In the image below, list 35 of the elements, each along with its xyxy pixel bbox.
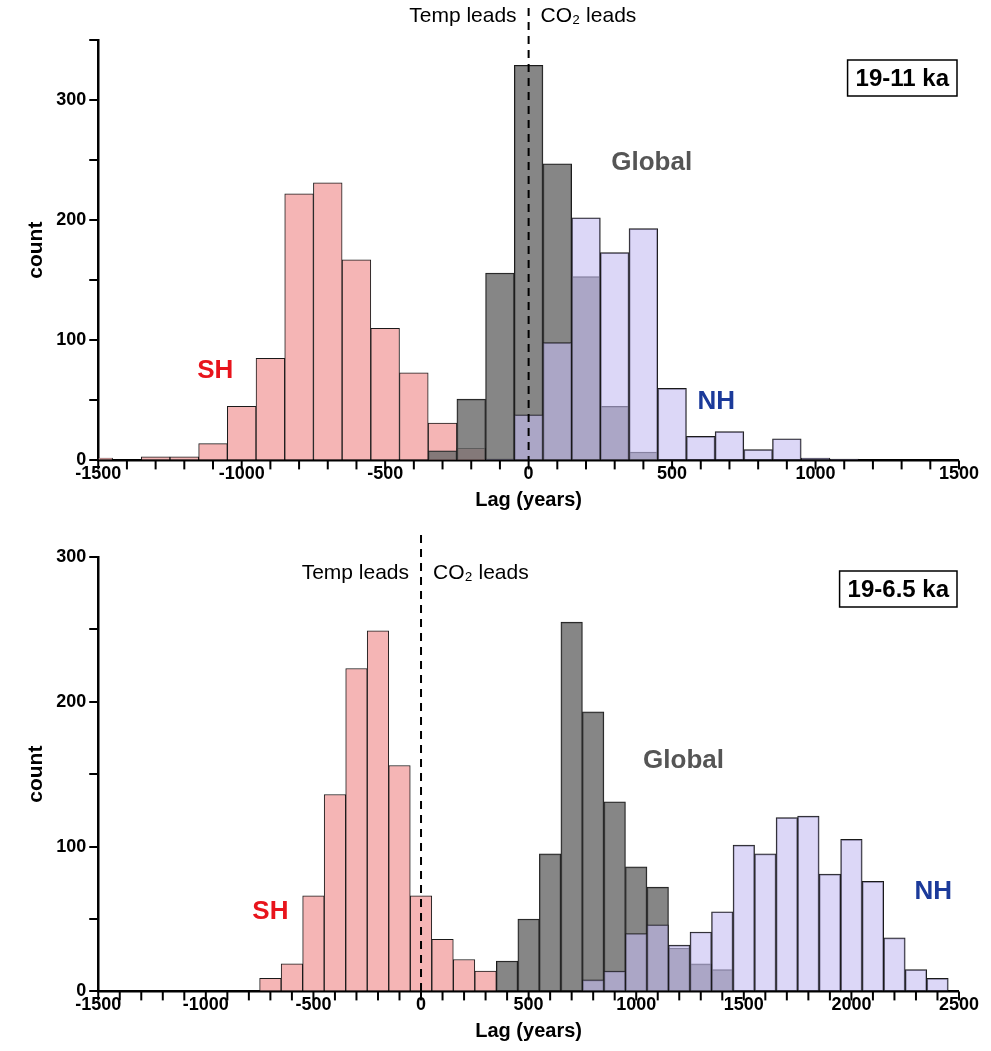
series-label: NH xyxy=(697,384,736,415)
y-tick-label: 300 xyxy=(56,545,87,566)
x-tick-label: 1500 xyxy=(938,463,980,484)
y-tick-label: 100 xyxy=(56,329,87,350)
series-label: Global xyxy=(643,744,725,775)
text: 19-11 ka xyxy=(855,63,950,91)
x-tick-label: -1000 xyxy=(182,994,229,1015)
y-tick-label: 200 xyxy=(56,690,87,711)
annotation: Temp leads xyxy=(301,559,410,583)
series-label: SH xyxy=(252,895,289,926)
x-tick-label: 2000 xyxy=(831,994,872,1015)
x-tick-label: 1000 xyxy=(795,463,836,484)
y-tick-label: 100 xyxy=(56,835,87,856)
y-axis-title: count xyxy=(23,745,47,803)
series-label: NH xyxy=(914,874,952,905)
x-tick-label: 500 xyxy=(657,463,688,484)
x-tick-label: 500 xyxy=(513,994,544,1015)
y-axis-title: count xyxy=(23,221,47,279)
annotation: CO₂ leads xyxy=(433,559,529,583)
x-axis-title: Lag (years) xyxy=(475,487,582,510)
x-tick-label: 1500 xyxy=(723,994,764,1015)
x-tick-label: -1000 xyxy=(218,463,265,484)
x-tick-label: -500 xyxy=(295,994,332,1015)
y-tick-label: 300 xyxy=(56,89,87,110)
x-tick-label: 1000 xyxy=(616,994,657,1015)
x-axis-title: Lag (years) xyxy=(475,1018,582,1041)
x-tick-label: -500 xyxy=(367,463,404,484)
text: 19-6.5 ka xyxy=(847,574,950,602)
text: CO₂ leads xyxy=(540,2,637,26)
series-label: Global xyxy=(611,145,693,176)
text: Temp leads xyxy=(409,2,517,26)
series-label: SH xyxy=(197,353,234,384)
x-tick-label: 2500 xyxy=(938,994,980,1015)
y-tick-label: 200 xyxy=(56,209,87,230)
x-tick-label: 0 xyxy=(523,463,534,484)
